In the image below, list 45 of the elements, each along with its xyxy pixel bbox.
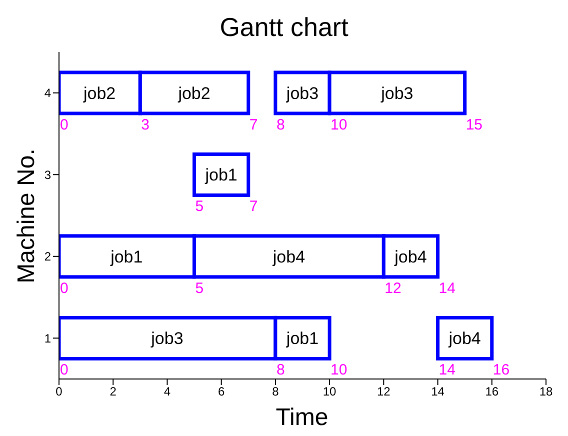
x-tick-label: 10 [322,384,337,399]
data-label: job3 [285,84,319,103]
annotation: 3 [141,116,150,134]
annotation: 16 [492,362,510,379]
data-label: job4 [394,247,427,266]
data-label: job1 [110,247,143,266]
y-tick-label: 4 [44,86,52,100]
data-label: job1 [204,166,238,185]
x-tick-label: 6 [218,384,225,399]
annotation: 14 [438,362,456,379]
data-label: job3 [380,84,414,103]
y-tick-label: 1 [44,331,52,346]
y-tick-label: 3 [44,168,52,182]
data-label: job2 [177,84,210,103]
data-label: job2 [82,84,116,103]
annotation: 5 [195,280,204,297]
x-tick-label: 0 [56,384,63,399]
annotation: 12 [384,280,402,297]
x-tick-label: 16 [485,384,499,399]
annotation: 0 [60,116,68,134]
annotation: 0 [60,362,68,379]
data-label: job1 [285,329,319,348]
annotation: 8 [276,116,285,134]
annotation: 7 [249,198,258,216]
x-tick-label: 12 [376,384,391,399]
x-tick-label: 8 [272,384,280,399]
x-tick-label: 4 [164,384,171,399]
x-tick-label: 2 [110,384,117,399]
x-tick-label: 14 [431,384,445,399]
annotation: 8 [276,362,285,379]
annotation: 7 [249,116,258,134]
y-tick-label: 2 [44,250,52,264]
annotation: 14 [438,280,456,297]
annotation: 15 [466,116,483,134]
x-axis-title: Time [274,404,330,432]
chart-title: Gantt chart [218,12,350,43]
x-tick-label: 18 [539,384,553,399]
data-label: job3 [150,329,184,348]
annotation: 0 [60,280,68,297]
data-label: job4 [448,329,481,348]
annotation: 5 [195,198,204,216]
annotation: 10 [330,362,348,379]
data-label: job4 [272,247,306,266]
y-axis-title: Machine No. [13,148,41,284]
annotation: 10 [330,116,348,134]
